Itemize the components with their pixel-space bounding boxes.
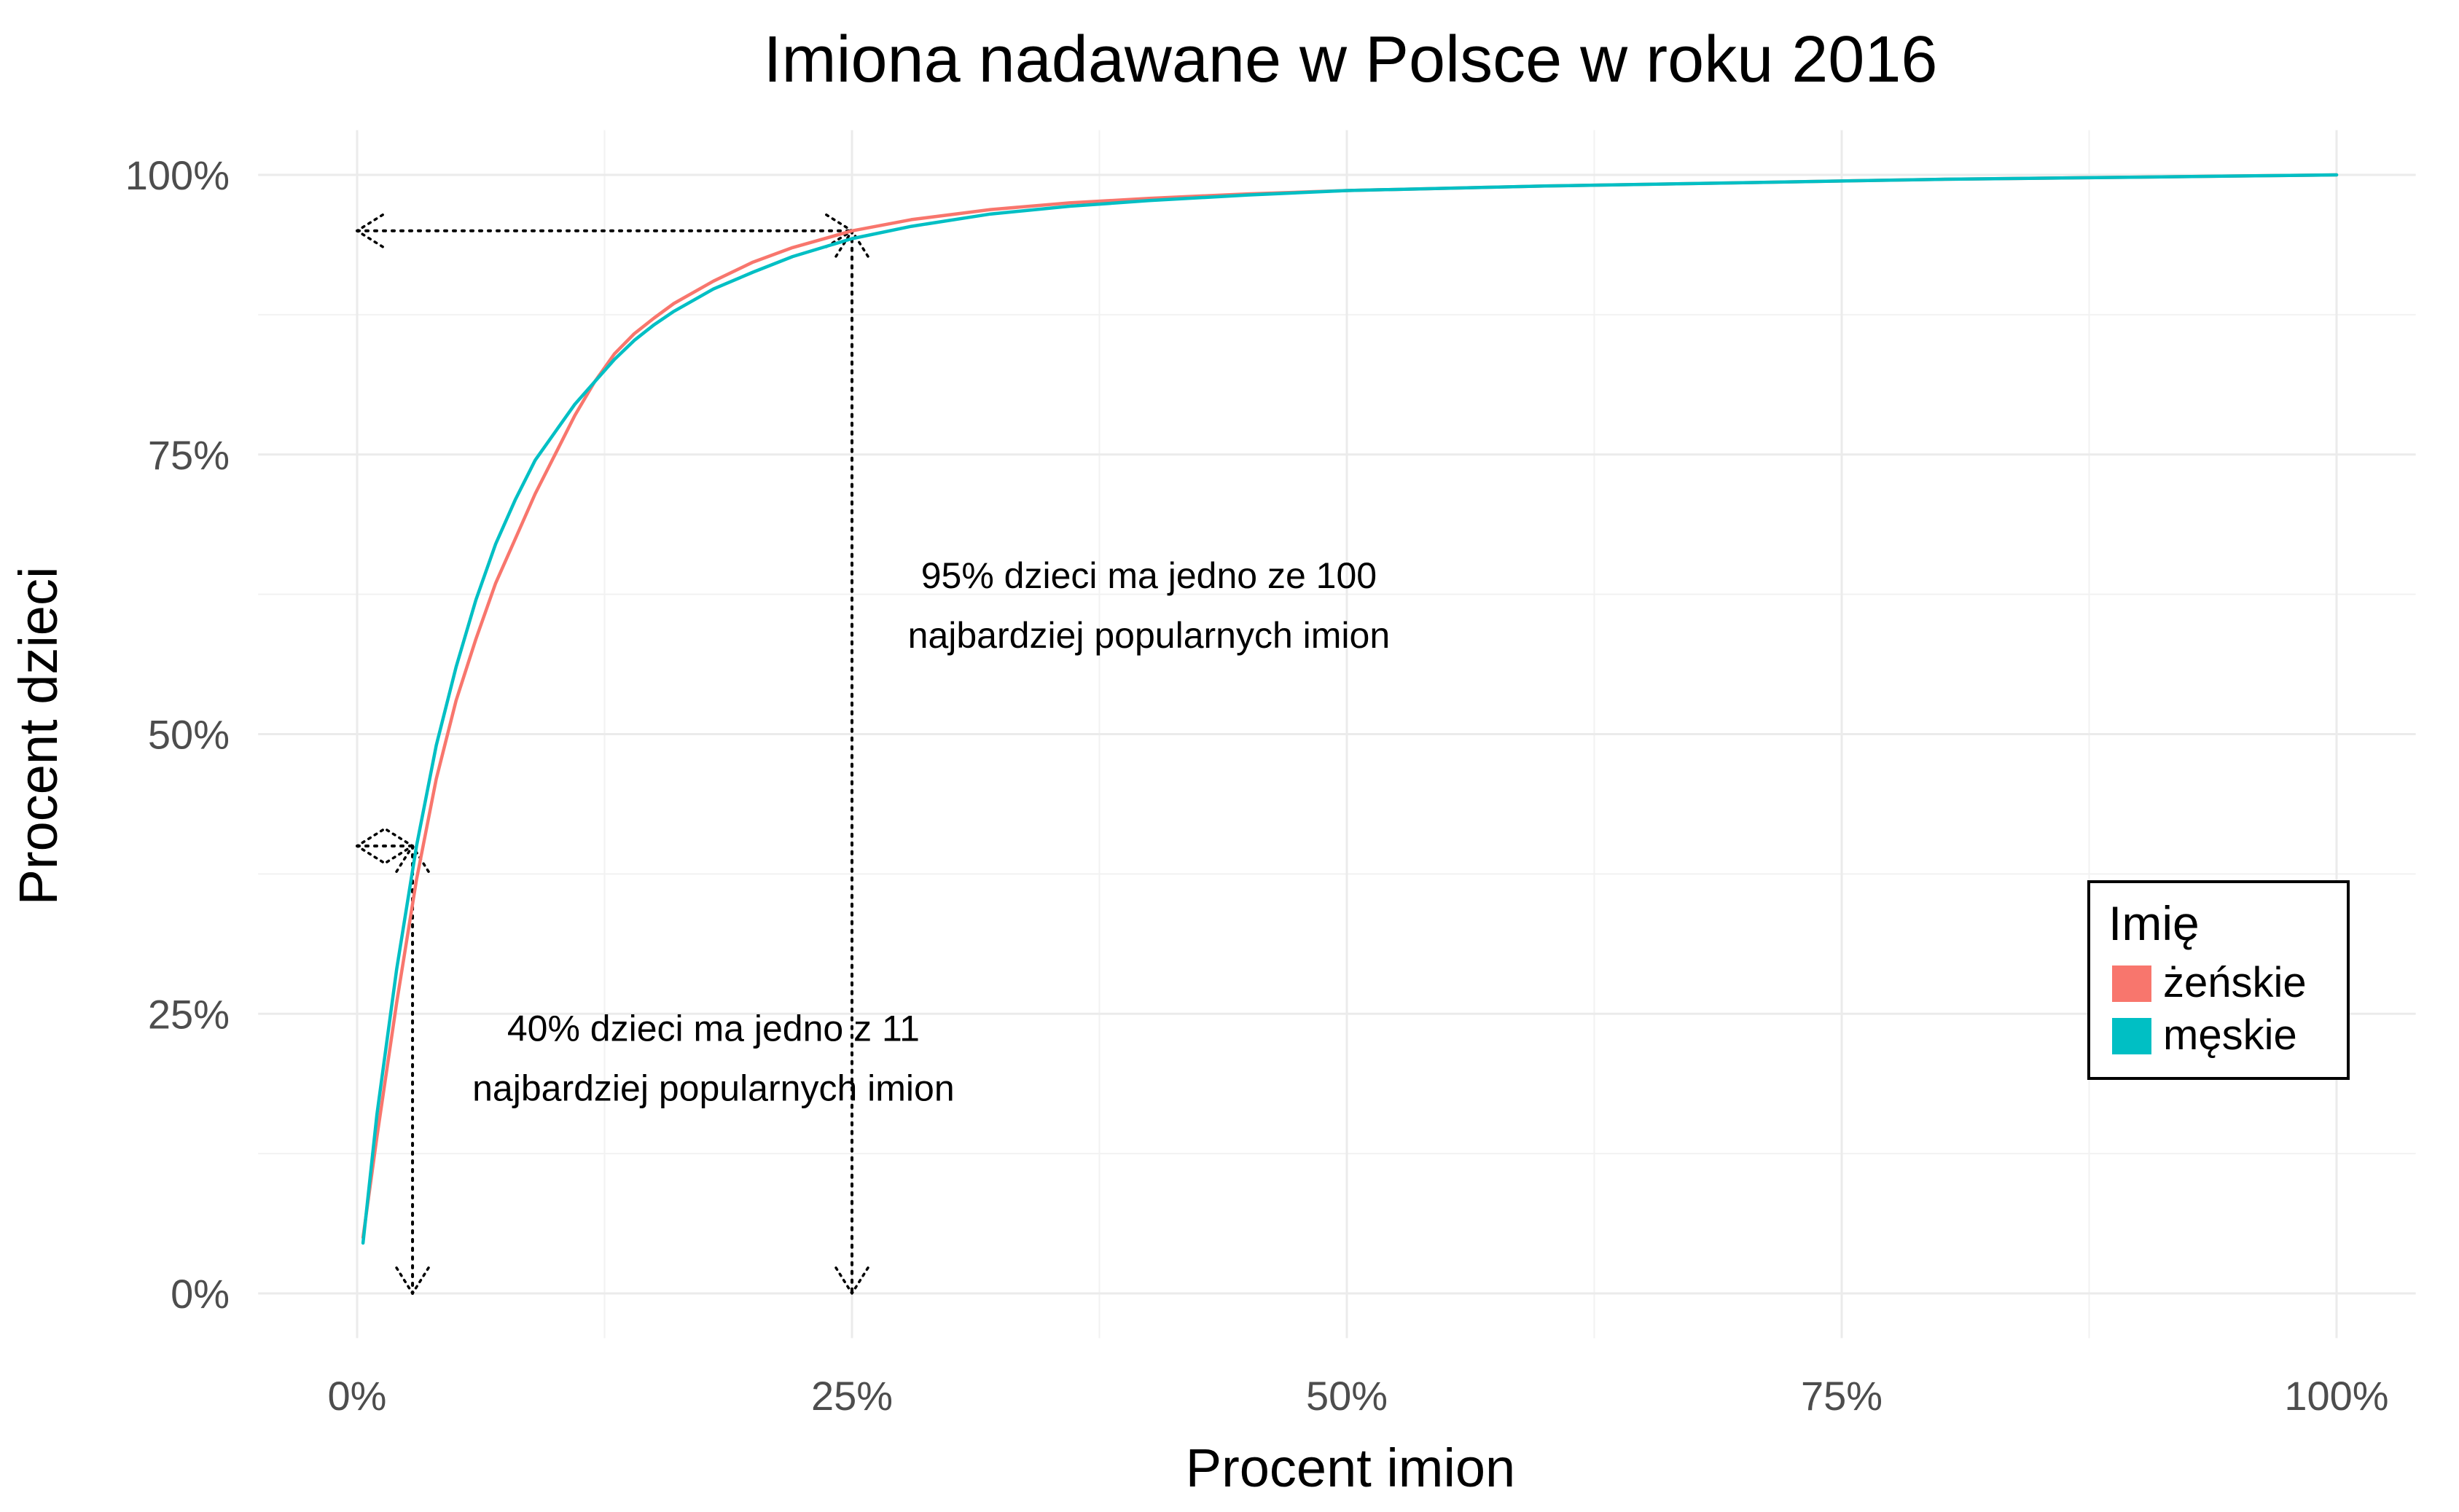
y-tick-label: 0% <box>171 1271 230 1317</box>
legend-swatch <box>2112 1018 2151 1054</box>
legend: Imię żeńskie męskie <box>2087 880 2350 1080</box>
x-tick-label: 0% <box>328 1373 387 1419</box>
down-arrowhead <box>395 1266 430 1295</box>
left-arrowhead <box>356 829 384 863</box>
annotation-text: 95% dzieci ma jedno ze 100 <box>921 555 1377 596</box>
y-tick-label: 50% <box>148 712 230 758</box>
down-arrowhead <box>834 1266 869 1295</box>
x-axis-title: Procent imion <box>1186 1438 1515 1498</box>
y-tick-label: 25% <box>148 991 230 1037</box>
left-arrowhead <box>356 214 384 248</box>
annotation-guides <box>356 214 869 1295</box>
grid <box>258 130 2416 1339</box>
legend-label: męskie <box>2163 1011 2297 1059</box>
series-line-męskie <box>361 173 2339 1245</box>
x-tick-label: 25% <box>811 1373 893 1419</box>
x-tick-label: 75% <box>1801 1373 1883 1419</box>
chart-title: Imiona nadawane w Polsce w roku 2016 <box>764 23 1938 96</box>
annotation-text: najbardziej popularnych imion <box>908 615 1391 656</box>
y-axis-title: Procent dzieci <box>8 567 69 906</box>
annotation-text: najbardziej popularnych imion <box>472 1068 955 1109</box>
tick-labels: 0% 25% 50% 75% 100% 0% 25% 50% 75% 100% <box>125 152 2389 1419</box>
y-tick-label: 75% <box>148 432 230 478</box>
y-tick-label: 100% <box>125 152 230 198</box>
x-tick-label: 100% <box>2284 1373 2388 1419</box>
x-tick-label: 50% <box>1306 1373 1388 1419</box>
annotations: 40% dzieci ma jedno z 11 najbardziej popu… <box>472 555 1390 1109</box>
annotation-text: 40% dzieci ma jedno z 11 <box>507 1008 920 1049</box>
series-lines <box>361 173 2339 1245</box>
legend-label: żeńskie <box>2163 959 2307 1006</box>
legend-items: żeńskie męskie <box>2112 959 2307 1059</box>
up-arrowhead <box>395 845 430 873</box>
legend-swatch <box>2112 965 2151 1002</box>
legend-title: Imię <box>2108 896 2200 950</box>
